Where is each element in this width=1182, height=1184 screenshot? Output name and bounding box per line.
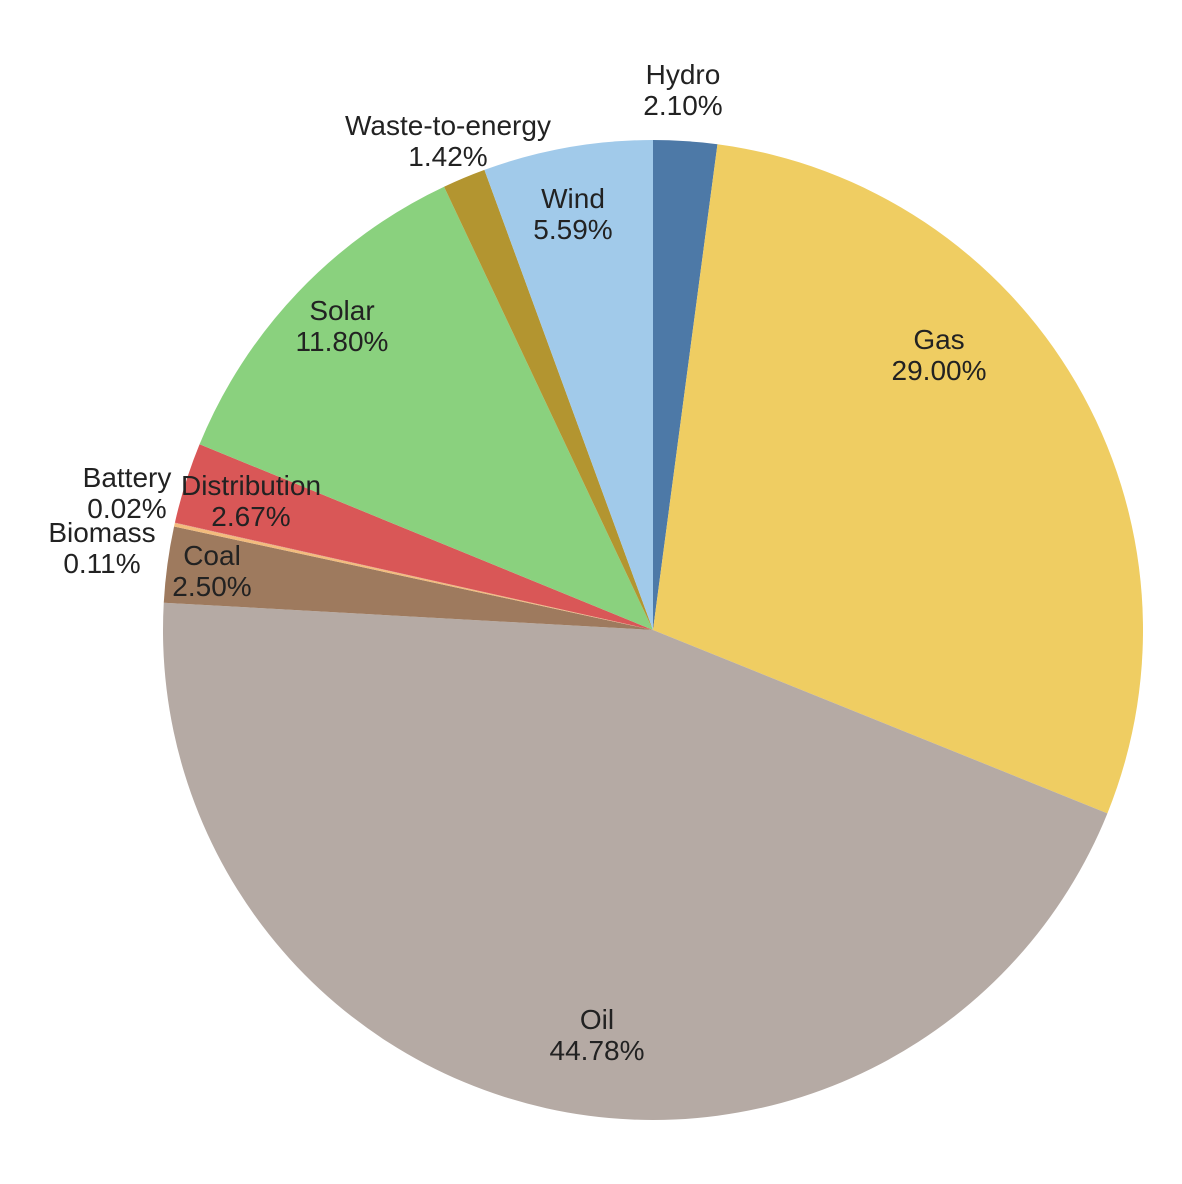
pie-slice-oil[interactable] (162, 602, 1108, 1120)
slice-label-distribution: Distribution 2.67% (181, 470, 321, 532)
pie-slice-solar[interactable] (199, 186, 653, 630)
slice-name: Biomass (48, 517, 155, 548)
slice-name: Battery (83, 462, 172, 493)
slice-name: Oil (580, 1004, 614, 1035)
slice-percent: 0.11% (63, 548, 140, 579)
slice-name: Distribution (181, 470, 321, 501)
slice-name: Wind (541, 183, 605, 214)
slice-label-hydro: Hydro 2.10% (643, 59, 722, 121)
pie-slice-hydro[interactable] (653, 140, 718, 630)
pie-slice-coal[interactable] (163, 526, 653, 630)
slice-label-gas: Gas 29.00% (892, 324, 987, 386)
slice-name: Waste-to-energy (345, 110, 551, 141)
slice-name: Gas (913, 324, 964, 355)
slice-label-waste-to-energy: Waste-to-energy 1.42% (345, 110, 551, 172)
pie-slice-distribution[interactable] (174, 444, 654, 630)
slice-label-biomass: Biomass 0.11% (48, 517, 155, 579)
slice-label-solar: Solar 11.80% (296, 295, 389, 357)
slice-percent: 0.02% (87, 493, 166, 524)
pie-slice-gas[interactable] (653, 144, 1143, 814)
slice-percent: 44.78% (550, 1035, 645, 1066)
slice-label-oil: Oil 44.78% (550, 1004, 645, 1066)
slice-percent: 2.10% (643, 90, 722, 121)
slice-name: Coal (183, 540, 241, 571)
pie-slice-waste-to-energy[interactable] (444, 169, 653, 631)
slice-name: Solar (309, 295, 374, 326)
pie-slice-wind[interactable] (484, 140, 653, 630)
slice-percent: 1.42% (408, 141, 487, 172)
pie-slice-biomass[interactable] (174, 523, 653, 630)
slice-label-wind: Wind 5.59% (533, 183, 612, 245)
slice-percent: 2.50% (172, 571, 251, 602)
slice-name: Hydro (646, 59, 721, 90)
slice-label-coal: Coal 2.50% (172, 540, 251, 602)
slice-percent: 29.00% (892, 355, 987, 386)
slice-label-battery: Battery 0.02% (83, 462, 172, 524)
slice-percent: 11.80% (296, 326, 389, 357)
slice-percent: 2.67% (211, 501, 290, 532)
pie-slice-battery[interactable] (174, 522, 654, 630)
slice-percent: 5.59% (533, 214, 612, 245)
